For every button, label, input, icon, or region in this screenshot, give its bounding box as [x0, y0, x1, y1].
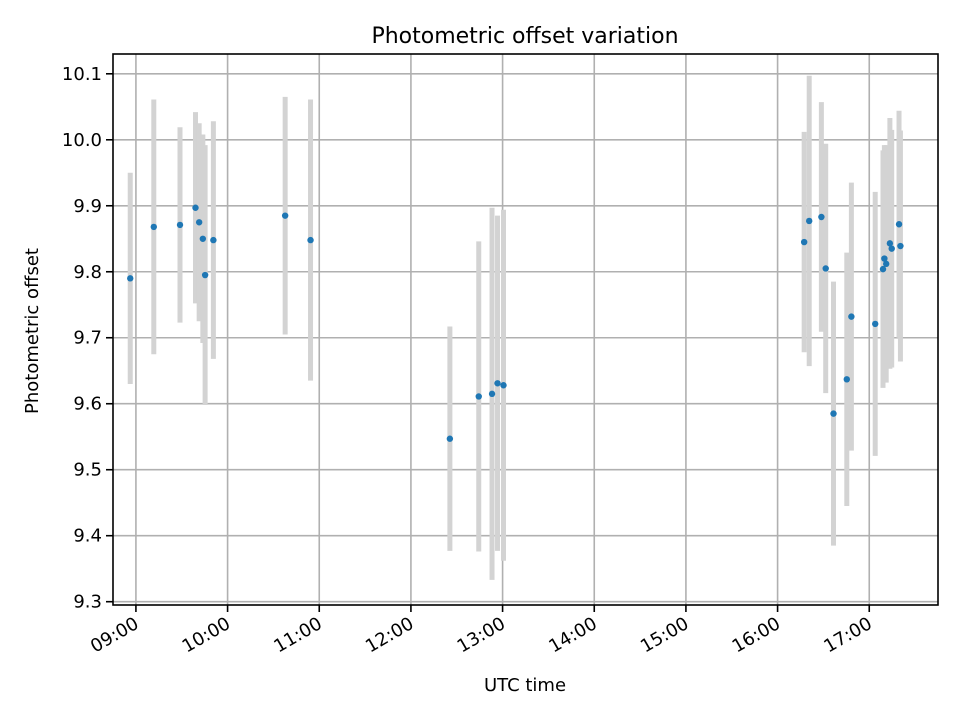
y-tick-label: 9.3 [73, 592, 102, 613]
grid-layer [113, 54, 938, 605]
data-point [848, 313, 855, 320]
errorbar-layer [127, 75, 903, 580]
y-tick-label: 9.9 [73, 196, 102, 217]
data-point [475, 393, 482, 400]
data-point [150, 223, 157, 231]
data-point [822, 265, 829, 272]
y-tick-label: 9.5 [73, 460, 102, 481]
data-point [881, 255, 888, 262]
data-point [281, 212, 289, 219]
data-point [192, 204, 199, 211]
data-point [488, 390, 496, 398]
x-tick-label: 15:00 [637, 613, 692, 657]
data-point [199, 235, 207, 242]
data-point [879, 265, 887, 273]
data-point [895, 221, 903, 228]
data-point [307, 236, 314, 244]
x-tick-label: 16:00 [729, 613, 784, 657]
y-axis-label: Photometric offset [22, 248, 43, 414]
x-axis-label: UTC time [484, 675, 566, 696]
data-point [201, 271, 209, 279]
data-point [806, 217, 813, 225]
point-layer [127, 204, 904, 442]
x-tick-label: 12:00 [362, 613, 417, 657]
data-point [176, 221, 184, 229]
data-point [195, 219, 203, 226]
plot-frame [112, 53, 939, 606]
data-point [883, 260, 890, 268]
data-point [830, 410, 837, 417]
y-tick-label: 9.8 [73, 262, 102, 283]
x-tick-label: 09:00 [87, 613, 142, 657]
data-point [872, 320, 879, 328]
data-point [888, 245, 895, 252]
y-tick-label: 10.0 [62, 130, 102, 151]
data-point [500, 382, 507, 389]
chart-title: Photometric offset variation [371, 24, 678, 49]
data-point [897, 242, 904, 250]
y-tick-label: 9.6 [73, 394, 102, 415]
data-point [127, 275, 134, 282]
data-point [818, 213, 825, 221]
y-tick-label: 9.7 [73, 328, 102, 349]
x-tick-label: 10:00 [179, 613, 234, 657]
y-tick-label: 9.4 [73, 526, 102, 547]
x-tick-label: 13:00 [454, 613, 509, 657]
x-tick-label: 14:00 [545, 613, 600, 657]
data-point [886, 240, 894, 247]
data-point [446, 435, 454, 442]
data-point [494, 380, 501, 387]
x-tick-label: 17:00 [820, 613, 875, 657]
data-point [843, 376, 850, 383]
y-tick-label: 10.1 [62, 64, 102, 85]
x-tick-label: 11:00 [270, 613, 325, 657]
data-point [800, 238, 808, 246]
data-point [210, 236, 217, 244]
tick-layer: 09:00 10:00 11:00 12:00 13:00 14:00 15:00 16:00… [62, 64, 876, 657]
